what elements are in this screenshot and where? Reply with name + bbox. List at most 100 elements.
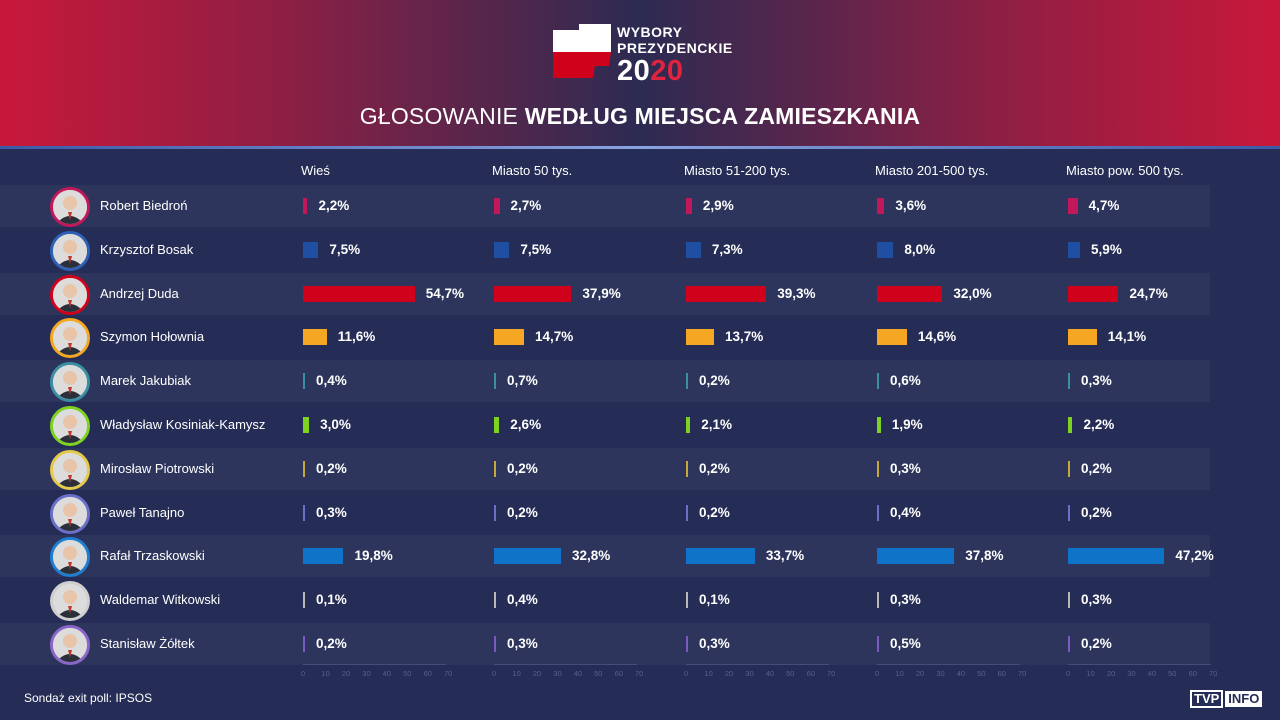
value-label: 0,2%	[507, 504, 538, 520]
value-label: 37,9%	[582, 285, 621, 301]
bar	[686, 460, 688, 477]
x-tick-label: 30	[745, 669, 754, 678]
elections-logo: WYBORY PREZYDENCKIE 2020	[553, 22, 733, 87]
bar	[1068, 636, 1070, 652]
column-header: Wieś	[301, 163, 330, 178]
x-tick-label: 70	[635, 669, 644, 678]
x-tick-label: 70	[1209, 669, 1218, 678]
person-icon	[53, 190, 87, 224]
candidate-name: Andrzej Duda	[100, 285, 179, 301]
x-tick-label: 10	[895, 669, 904, 678]
value-label: 14,1%	[1107, 329, 1147, 345]
bar	[877, 417, 881, 433]
x-tick-label: 40	[1147, 669, 1157, 678]
logo-line-2: PREZYDENCKIE	[617, 40, 733, 56]
value-label: 0,2%	[507, 460, 538, 476]
value-label: 0,3%	[1081, 373, 1112, 389]
bar	[303, 241, 319, 258]
x-tick-label: 20	[1106, 669, 1116, 678]
value-label: 0,1%	[316, 592, 347, 608]
page-title: GŁOSOWANIE WEDŁUG MIEJSCA ZAMIESZKANIA	[0, 103, 1280, 130]
value-label: 0,3%	[699, 636, 730, 651]
bar	[303, 373, 305, 390]
bar	[877, 636, 879, 652]
x-axis-line	[494, 664, 637, 665]
candidate-name: Marek Jakubiak	[100, 373, 192, 389]
x-tick-label: 60	[423, 669, 432, 678]
header-banner	[0, 0, 1280, 148]
person-icon	[53, 628, 87, 662]
x-tick-label: 10	[321, 669, 330, 678]
value-label: 0,4%	[890, 504, 921, 520]
candidate-name: Paweł Tanajno	[100, 504, 185, 520]
bar	[1068, 285, 1119, 302]
bar	[877, 198, 885, 214]
x-tick-label: 60	[1188, 669, 1197, 678]
table-row	[0, 360, 1210, 403]
candidate-avatar	[50, 537, 90, 578]
value-label: 0,4%	[316, 373, 347, 389]
bar	[686, 329, 714, 346]
value-label: 19,8%	[354, 548, 393, 564]
x-tick-label: 70	[1018, 669, 1027, 678]
bar	[686, 592, 688, 609]
value-label: 32,0%	[953, 285, 992, 301]
bar	[686, 548, 755, 565]
bar	[494, 329, 525, 346]
candidate-name: Robert Biedroń	[100, 198, 188, 213]
value-label: 0,3%	[507, 636, 538, 651]
bar	[303, 504, 305, 521]
table-row	[0, 272, 1210, 315]
table-row	[0, 535, 1210, 578]
value-label: 33,7%	[765, 548, 805, 564]
value-label: 0,1%	[699, 592, 730, 608]
value-label: 0,3%	[316, 504, 347, 520]
value-label: 14,7%	[535, 329, 574, 345]
value-label: 7,5%	[520, 241, 552, 257]
x-tick-label: 40	[765, 669, 775, 678]
bar	[494, 504, 496, 521]
bar	[303, 198, 308, 214]
x-tick-label: 50	[786, 669, 795, 678]
x-tick-label: 0	[684, 669, 689, 678]
value-label: 14,6%	[917, 329, 957, 345]
x-tick-label: 10	[1086, 669, 1095, 678]
x-tick-label: 50	[1168, 669, 1177, 678]
value-label: 0,2%	[699, 373, 730, 389]
column-header: Miasto 201-500 tys.	[875, 163, 989, 178]
bar	[494, 636, 496, 652]
x-tick-label: 60	[614, 669, 623, 678]
candidate-avatar	[50, 406, 90, 446]
value-label: 1,9%	[891, 417, 923, 432]
candidate-name: Stanisław Żółtek	[100, 636, 195, 651]
source-note: Sondaż exit poll: IPSOS	[24, 691, 153, 705]
value-label: 0,2%	[1081, 460, 1112, 476]
x-tick-label: 30	[553, 669, 562, 678]
x-tick-label: 10	[704, 669, 713, 678]
bar	[877, 285, 943, 302]
bar	[1068, 504, 1070, 521]
x-tick-label: 50	[594, 669, 603, 678]
bar	[1068, 548, 1165, 565]
value-label: 0,3%	[890, 592, 921, 608]
value-label: 7,5%	[329, 241, 361, 257]
bar	[494, 460, 496, 477]
person-icon	[53, 409, 87, 443]
value-label: 7,3%	[711, 241, 743, 257]
x-tick-label: 40	[956, 669, 966, 678]
candidate-name: Mirosław Piotrowski	[100, 460, 215, 476]
x-tick-label: 50	[977, 669, 986, 678]
x-tick-label: 10	[512, 669, 521, 678]
bar	[303, 636, 305, 652]
bar	[494, 548, 561, 565]
bar	[1068, 198, 1078, 214]
bar	[1068, 460, 1070, 477]
bar	[303, 592, 305, 609]
bar	[686, 241, 701, 258]
person-icon	[53, 452, 87, 487]
bar	[1068, 329, 1097, 346]
value-label: 13,7%	[724, 329, 764, 345]
candidate-avatar	[50, 274, 90, 315]
column-header: Miasto 50 tys.	[492, 163, 573, 178]
x-axis-line	[877, 664, 1020, 665]
